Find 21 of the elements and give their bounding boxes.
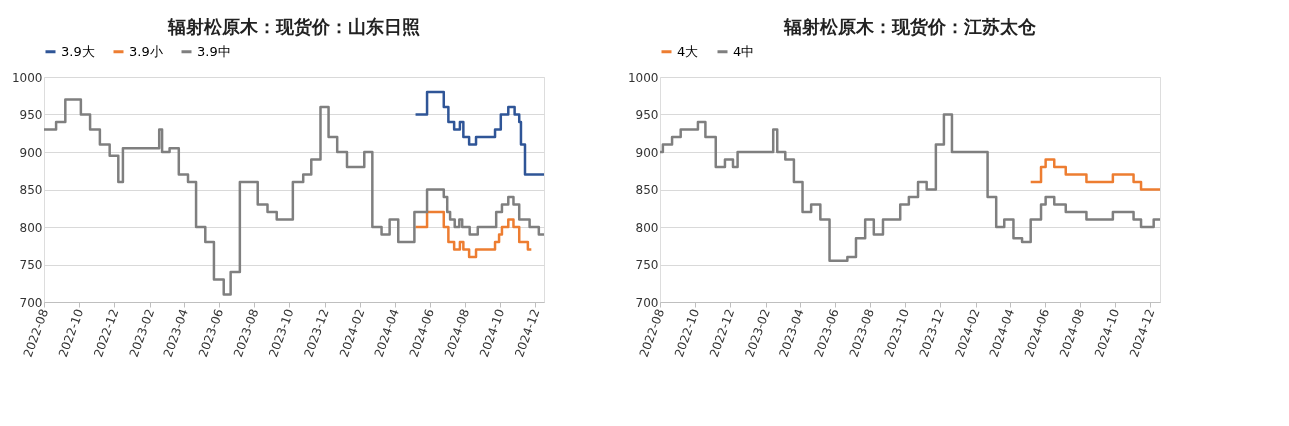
- legend-label: 4大: [677, 43, 699, 59]
- y-tick-label: 800: [19, 220, 43, 235]
- y-tick-label: 900: [635, 145, 659, 160]
- chart-title: 辐射松原木：现货价：山东日照: [167, 16, 420, 37]
- legend-label: 3.9大: [61, 43, 95, 59]
- y-tick-label: 1000: [11, 70, 43, 85]
- legend-label: 3.9中: [197, 43, 231, 59]
- y-tick-label: 800: [635, 220, 659, 235]
- y-tick-label: 1000: [627, 70, 659, 85]
- y-tick-label: 700: [635, 295, 659, 310]
- y-tick-label: 950: [635, 108, 659, 122]
- y-tick-label: 850: [19, 183, 43, 197]
- chart-title: 辐射松原木：现货价：江苏太仓: [783, 16, 1037, 37]
- y-tick-label: 750: [19, 258, 43, 272]
- legend-label: 4中: [733, 43, 755, 59]
- y-tick-label: 700: [19, 295, 43, 310]
- y-tick-label: 750: [635, 258, 659, 272]
- y-tick-label: 900: [19, 145, 43, 160]
- y-tick-label: 850: [635, 183, 659, 197]
- legend-label: 3.9小: [129, 43, 163, 59]
- y-tick-label: 950: [19, 108, 43, 122]
